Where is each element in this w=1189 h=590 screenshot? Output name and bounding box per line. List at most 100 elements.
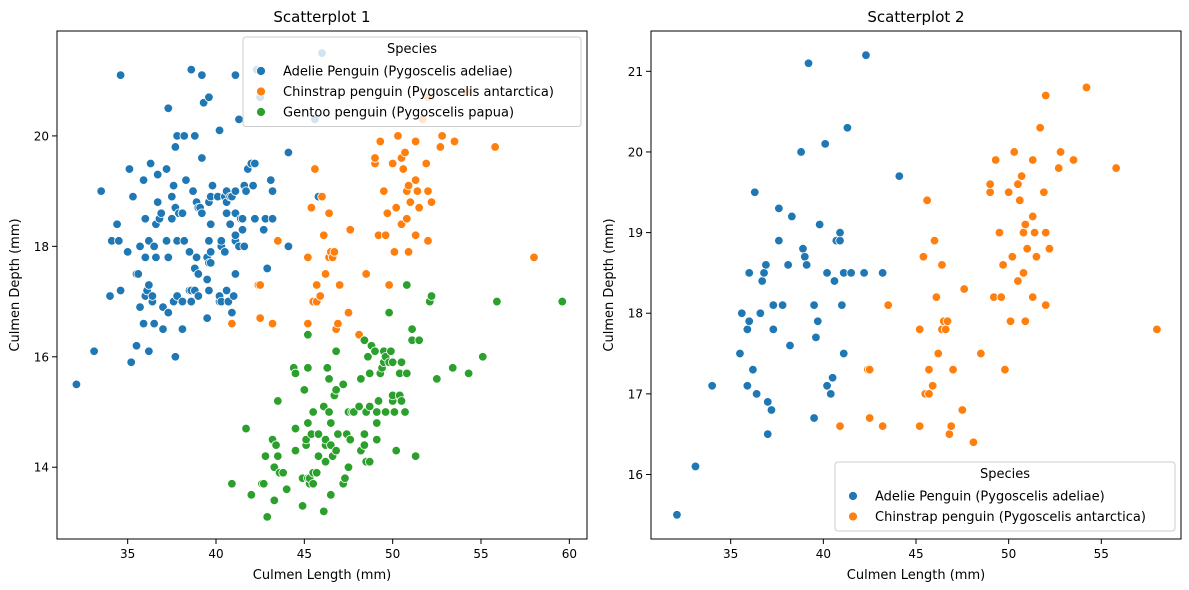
data-point [410,451,421,461]
data-point [918,252,929,262]
data-point [1039,187,1049,197]
y-tick-label: 20 [34,129,49,143]
data-point [170,352,181,362]
data-point [202,313,212,323]
data-point [122,247,133,257]
data-point [994,227,1005,238]
data-point [379,186,389,196]
data-point [835,227,845,238]
data-point [996,292,1006,302]
data-point [115,70,126,80]
x-axis-label: Culmen Length (mm) [253,568,391,583]
data-point [931,292,942,302]
data-point [403,180,414,191]
data-point [241,186,251,196]
data-point [940,324,951,335]
data-point [410,230,421,241]
data-point [228,291,239,301]
data-point [138,175,149,185]
legend: Species Adelie Penguin (Pygoscelis adelia… [242,36,582,127]
data-point [167,214,177,224]
x-tick-label: 50 [1001,547,1016,561]
data-point [1007,252,1018,262]
y-tick-label: 16 [628,468,643,482]
data-point [1035,123,1045,133]
data-point [372,407,382,417]
data-point [273,396,283,406]
data-point [414,335,424,345]
scatterplot-2: Scatterplot 2 35 40 45 50 55 16 17 18 19 20 21 Culme… [602,8,1182,583]
y-tick-label: 20 [628,145,643,159]
data-point [389,407,400,417]
data-point [290,368,301,379]
data-point [271,440,281,450]
data-point [370,153,380,163]
data-point [365,368,375,379]
data-point [361,269,371,279]
data-point [184,247,195,257]
data-point [147,291,158,301]
data-point [260,451,271,461]
data-point [1020,316,1031,326]
data-point [742,381,753,391]
data-point [161,236,172,246]
data-point [343,462,354,472]
data-point [448,363,458,373]
data-point [837,300,847,310]
data-point [803,58,814,68]
data-point [152,169,163,180]
data-point [317,191,327,202]
data-point [400,147,410,158]
data-point [267,214,278,224]
y-tick-label: 21 [628,65,643,79]
data-point [1053,163,1064,173]
data-point [529,252,539,263]
data-point [186,296,196,307]
data-point [449,136,460,147]
data-point [359,429,370,439]
data-point [400,407,410,417]
data-point [877,421,888,431]
legend-title: Species [980,467,1030,482]
data-point [281,484,292,495]
data-point [759,268,769,278]
data-point [1015,195,1025,206]
data-point [197,70,207,80]
data-point [144,280,154,290]
data-point [750,187,760,197]
legend-marker [256,107,266,117]
data-point [929,235,940,246]
data-point [181,175,191,185]
data-point [365,457,375,467]
data-point [861,50,871,60]
data-point [410,136,421,147]
data-point [214,125,225,136]
data-point [407,324,417,334]
data-point [839,348,849,359]
data-point [1044,244,1055,254]
data-point [303,418,313,428]
data-point [197,153,207,163]
data-point [177,208,188,218]
data-point [112,219,122,229]
data-point [363,352,373,362]
data-point [463,368,474,379]
data-point [380,407,391,417]
data-point [846,268,856,278]
data-point [924,364,934,375]
data-point [167,191,177,202]
y-axis-label: Culmen Depth (mm) [602,218,617,351]
data-point [331,346,341,356]
data-point [241,423,251,434]
data-point [186,64,196,75]
data-point [315,291,325,301]
data-point [334,280,345,290]
data-point [777,300,788,310]
data-point [386,346,396,356]
data-point [205,247,216,257]
data-point [707,381,717,391]
legend-entry: Chinstrap penguin (Pygoscelis antarctica… [283,85,554,100]
x-tick-label: 35 [120,547,135,561]
data-point [168,180,179,191]
data-point [933,348,943,359]
